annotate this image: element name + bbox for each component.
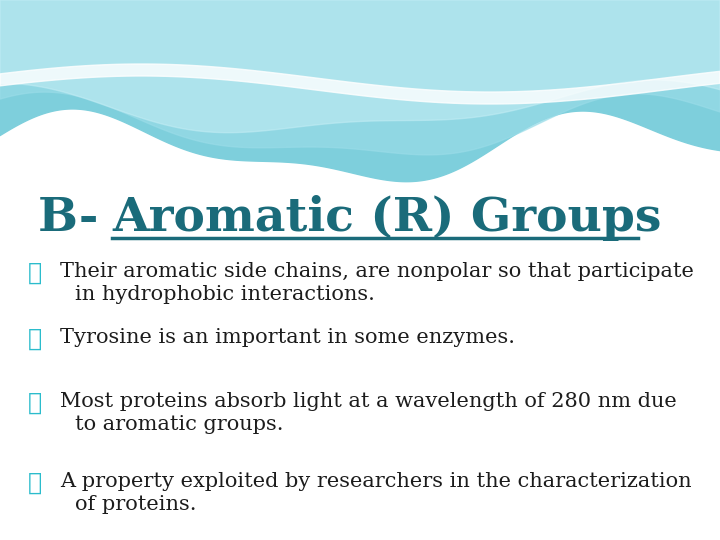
Text: Aromatic (R) Groups: Aromatic (R) Groups	[112, 195, 662, 241]
Text: of proteins.: of proteins.	[75, 495, 197, 514]
Text: A property exploited by researchers in the characterization: A property exploited by researchers in t…	[60, 472, 692, 491]
Text: to aromatic groups.: to aromatic groups.	[75, 415, 284, 434]
Text: B-: B-	[38, 195, 132, 241]
Text: ❧: ❧	[28, 392, 42, 415]
Text: ❧: ❧	[28, 472, 42, 495]
Text: Tyrosine is an important in some enzymes.: Tyrosine is an important in some enzymes…	[60, 328, 515, 347]
Text: Their aromatic side chains, are nonpolar so that participate: Their aromatic side chains, are nonpolar…	[60, 262, 694, 281]
Text: in hydrophobic interactions.: in hydrophobic interactions.	[75, 285, 375, 304]
Text: ❧: ❧	[28, 262, 42, 285]
Text: Most proteins absorb light at a wavelength of 280 nm due: Most proteins absorb light at a waveleng…	[60, 392, 677, 411]
Text: ❧: ❧	[28, 328, 42, 351]
